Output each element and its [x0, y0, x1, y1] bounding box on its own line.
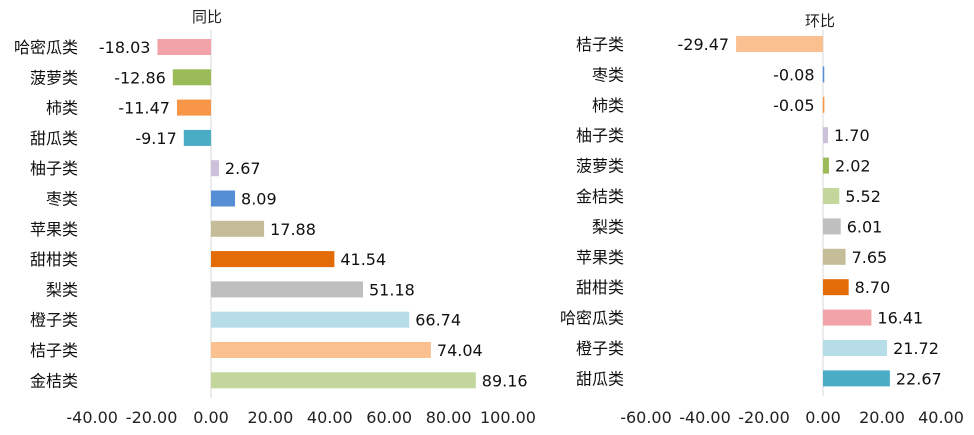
data-label: 22.67 — [896, 369, 942, 388]
x-tick-label: -20.00 — [738, 408, 790, 427]
chart-title: 环比 — [805, 12, 835, 30]
x-tick-label: -40.00 — [66, 408, 118, 427]
bar — [172, 69, 211, 86]
x-tick-label: 0.00 — [193, 408, 229, 427]
category-label: 哈密瓜类 — [560, 309, 624, 328]
category-label: 金桔类 — [576, 187, 624, 206]
category-label: 柿类 — [592, 96, 624, 115]
category-label: 甜瓜类 — [30, 129, 78, 148]
category-label: 苹果类 — [576, 248, 624, 267]
bar — [823, 127, 829, 144]
bar — [211, 220, 265, 237]
bar — [736, 36, 823, 52]
bar — [823, 279, 849, 296]
data-label: 41.54 — [340, 250, 386, 269]
data-label: 66.74 — [415, 311, 461, 330]
data-label: -18.03 — [99, 38, 151, 57]
x-tick-label: -40.00 — [679, 408, 731, 427]
data-label: 17.88 — [270, 220, 316, 239]
bar — [211, 372, 476, 389]
bar — [823, 248, 846, 265]
bar — [211, 251, 335, 268]
category-label: 梨类 — [592, 217, 624, 236]
category-label: 柿类 — [46, 99, 78, 118]
data-label: -11.47 — [118, 99, 170, 118]
data-label: 6.01 — [847, 217, 883, 236]
x-tick-label: -20.00 — [126, 408, 178, 427]
category-label: 桔子类 — [576, 35, 624, 54]
data-label: -9.17 — [135, 129, 176, 148]
data-label: 21.72 — [893, 339, 939, 358]
bar — [211, 190, 236, 207]
bar — [157, 39, 211, 55]
bar — [823, 309, 872, 326]
category-label: 甜瓜类 — [576, 369, 624, 388]
category-label: 枣类 — [592, 65, 624, 84]
category-label: 枣类 — [46, 190, 78, 209]
category-label: 梨类 — [46, 280, 78, 299]
bar — [183, 129, 211, 146]
data-label: 2.02 — [835, 157, 871, 176]
category-label: 柚子类 — [30, 159, 78, 178]
bar — [823, 218, 841, 235]
bar — [822, 66, 825, 83]
data-label: 16.41 — [877, 309, 923, 328]
bar — [211, 311, 410, 328]
bar — [823, 340, 888, 356]
category-label: 菠萝类 — [576, 157, 624, 176]
bar — [822, 96, 825, 113]
bar — [823, 157, 829, 174]
data-label: 1.70 — [834, 126, 870, 145]
category-label: 甜柑类 — [576, 278, 624, 297]
x-tick-label: 100.00 — [480, 408, 536, 427]
chart-title: 同比 — [192, 8, 222, 26]
bar — [823, 188, 840, 204]
bar — [176, 99, 211, 116]
x-tick-label: 80.00 — [426, 408, 472, 427]
x-tick-label: 20.00 — [247, 408, 293, 427]
x-tick-label: 20.00 — [859, 408, 905, 427]
data-label: 89.16 — [482, 371, 528, 390]
x-tick-label: 40.00 — [307, 408, 353, 427]
category-label: 柚子类 — [576, 126, 624, 145]
x-tick-label: -60.00 — [620, 408, 672, 427]
x-tick-label: 60.00 — [366, 408, 412, 427]
category-label: 金桔类 — [30, 371, 78, 390]
category-label: 桔子类 — [30, 341, 78, 360]
data-label: -12.86 — [114, 68, 166, 87]
data-label: 8.09 — [241, 190, 277, 209]
category-label: 菠萝类 — [30, 68, 78, 87]
x-tick-label: 0.00 — [805, 408, 841, 427]
data-label: -29.47 — [677, 35, 729, 54]
data-label: -0.05 — [773, 96, 814, 115]
data-label: 8.70 — [855, 278, 891, 297]
category-label: 甜柑类 — [30, 250, 78, 269]
data-label: 7.65 — [852, 248, 888, 267]
bar — [211, 281, 364, 298]
data-label: 5.52 — [845, 187, 881, 206]
category-label: 苹果类 — [30, 220, 78, 239]
data-label: -0.08 — [773, 65, 814, 84]
data-label: 51.18 — [369, 280, 415, 299]
bar — [211, 160, 219, 177]
bar — [823, 370, 890, 387]
data-label: 74.04 — [437, 341, 483, 360]
category-label: 哈密瓜类 — [14, 38, 78, 57]
category-label: 橙子类 — [576, 339, 624, 358]
x-tick-label: 40.00 — [918, 408, 964, 427]
bar — [211, 342, 431, 358]
data-label: 2.67 — [225, 159, 261, 178]
category-label: 橙子类 — [30, 311, 78, 330]
